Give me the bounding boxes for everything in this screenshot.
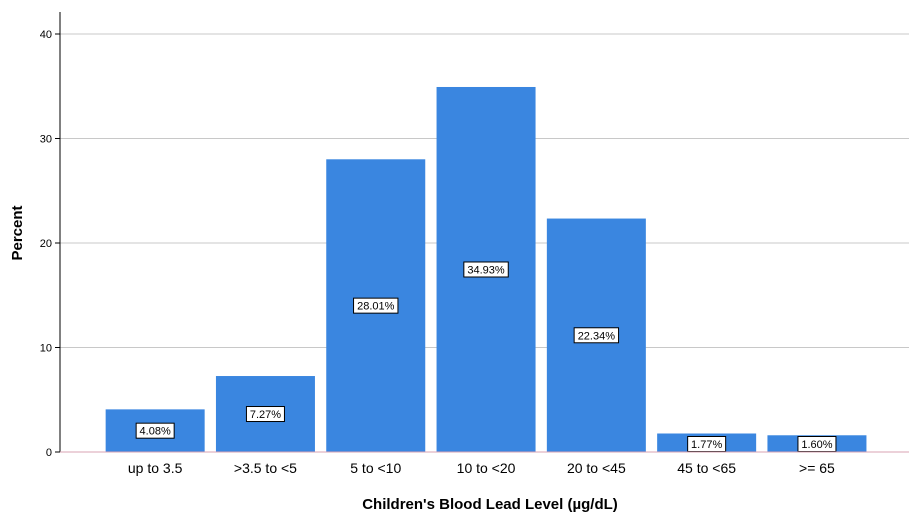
- data-label: 1.77%: [691, 439, 722, 451]
- data-label-box: [573, 327, 620, 344]
- data-label: 34.93%: [467, 264, 505, 276]
- data-label: 1.60%: [801, 439, 832, 451]
- data-label: 28.01%: [357, 301, 395, 313]
- y-tick-label: 0: [46, 447, 52, 459]
- x-axis-title: Children's Blood Lead Level (µg/dL): [362, 496, 618, 513]
- data-label: 22.34%: [578, 330, 616, 342]
- x-tick-label: 45 to <65: [677, 460, 736, 476]
- y-tick-label: 20: [40, 238, 52, 250]
- data-labels: 4.08% 7.27% 28.01% 34.93% 22.34% 1.77% 1.60%: [135, 261, 837, 452]
- y-axis-ticks: 0 10 20 30 40: [40, 29, 60, 459]
- data-label-box: [353, 297, 399, 314]
- y-tick-label: 30: [40, 134, 52, 146]
- x-axis-ticks: up to 3.5 >3.5 to <5 5 to <10 10 to <20 20 t…: [128, 460, 835, 476]
- x-tick-label: >= 65: [799, 460, 835, 476]
- x-tick-label: 20 to <45: [567, 460, 626, 476]
- y-tick-label: 10: [40, 343, 52, 355]
- data-label-box: [135, 422, 175, 439]
- x-tick-label: >3.5 to <5: [234, 460, 297, 476]
- x-tick-label: 5 to <10: [350, 460, 401, 476]
- y-axis-title: Percent: [9, 205, 26, 260]
- data-label-box: [463, 261, 509, 278]
- data-label: 4.08%: [140, 426, 171, 438]
- data-label-box: [245, 406, 285, 423]
- x-tick-label: 10 to <20: [457, 460, 516, 476]
- x-tick-label: up to 3.5: [128, 460, 183, 476]
- data-label: 7.27%: [250, 409, 281, 421]
- y-tick-label: 40: [40, 29, 52, 41]
